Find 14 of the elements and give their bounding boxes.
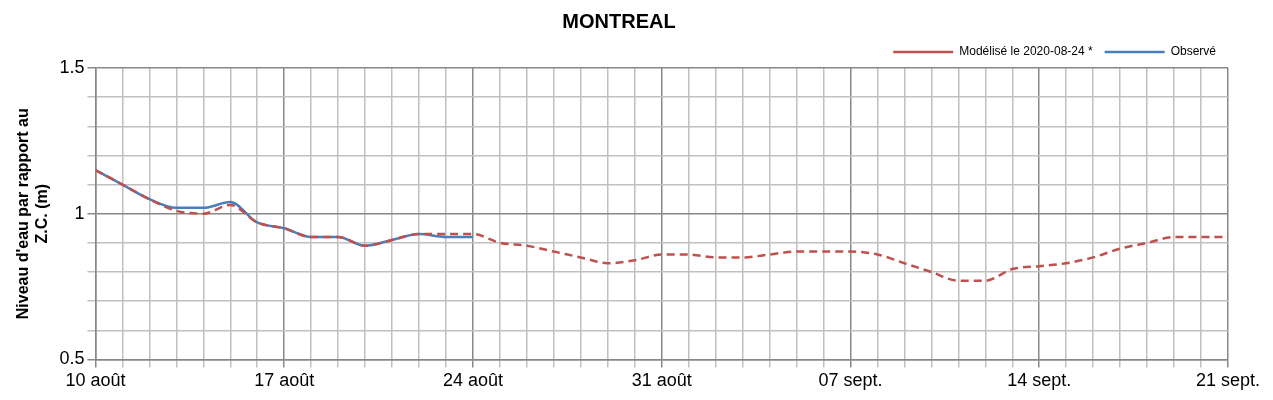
y-tick-label: 0.5 [59,348,85,369]
x-tick-label: 17 août [254,370,315,391]
legend-label: Modélisé le 2020-08-24 * [959,44,1093,59]
x-tick-label: 24 août [442,370,503,391]
x-tick-label: 14 sept. [1007,370,1072,391]
y-tick-label: 1.5 [59,56,85,77]
y-tick-label: 1 [74,202,85,223]
x-tick-label: 31 août [631,370,692,391]
x-tick-label: 07 sept. [818,370,883,391]
x-tick-label: 21 sept. [1195,370,1261,391]
chart-title: MONTREAL [562,9,676,32]
legend-label: Observé [1170,44,1217,59]
y-axis-title: Niveau d'eau par rapport au Z.C. (m) [14,108,51,320]
x-tick-label: 10 août [65,370,126,391]
